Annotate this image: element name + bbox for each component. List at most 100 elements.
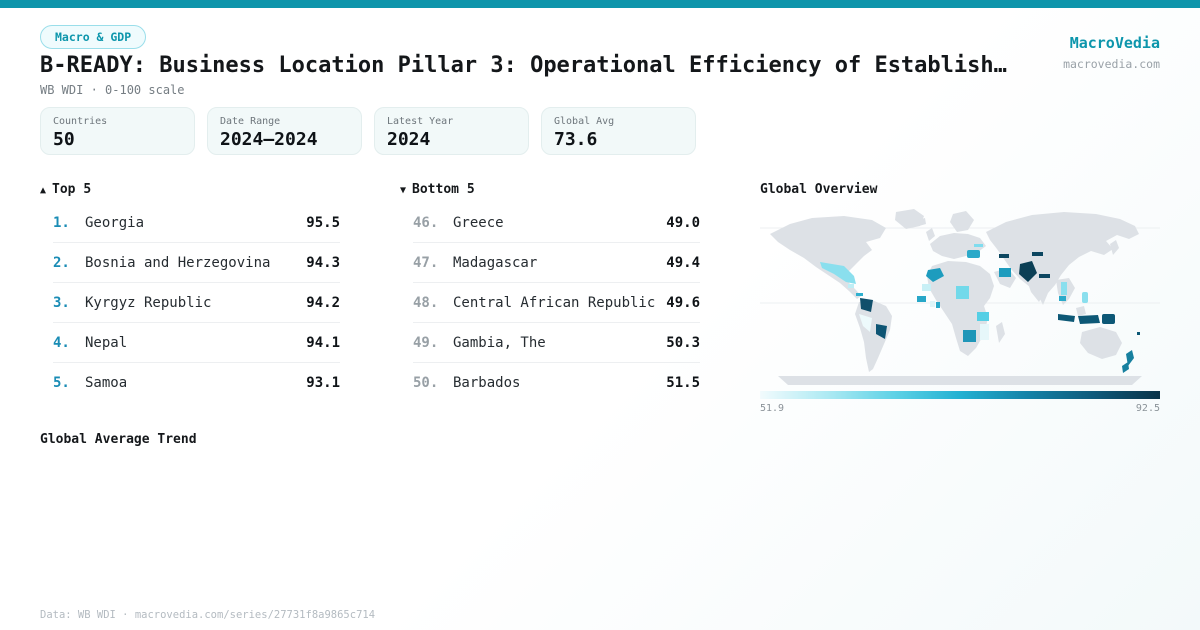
map-scale-bar <box>760 391 1160 399</box>
page-title: B-READY: Business Location Pillar 3: Ope… <box>40 53 1007 78</box>
triangle-down-icon: ▼ <box>400 185 407 196</box>
stat-label: Global Avg <box>554 116 615 127</box>
country-value: 93.1 <box>306 375 340 391</box>
bottom5-rows: 46. Greece 49.0 47. Madagascar 49.4 48. … <box>400 203 700 403</box>
highlight-colombia <box>860 298 873 312</box>
greenland <box>895 209 924 229</box>
rank: 48. <box>413 294 439 311</box>
highlight-guatemala <box>848 284 854 288</box>
country-value: 95.5 <box>306 214 340 231</box>
rank: 5. <box>53 375 70 391</box>
global-overview-section: Global Overview <box>760 182 1160 414</box>
country-name: Barbados <box>453 375 521 391</box>
stats-row: Countries 50 Date Range 2024—2024 Latest… <box>40 107 696 155</box>
borneo <box>1076 306 1086 316</box>
map-title: Global Overview <box>760 182 878 197</box>
highlight-cambodia <box>1059 296 1066 301</box>
top5-heading-label: Top 5 <box>52 182 92 197</box>
list-item: 1. Georgia 95.5 <box>53 203 340 243</box>
japan <box>1110 240 1119 255</box>
stat-label: Latest Year <box>387 116 454 127</box>
triangle-up-icon: ▲ <box>40 185 47 196</box>
highlight-iraq <box>999 268 1011 277</box>
highlight-chad <box>956 286 969 299</box>
country-value: 49.6 <box>666 294 700 311</box>
stat-label: Date Range <box>220 116 281 127</box>
country-name: Nepal <box>85 334 128 351</box>
top5-heading: ▲ Top 5 <box>40 182 340 197</box>
page-subtitle: WB WDI · 0-100 scale <box>40 83 185 97</box>
list-item: 3. Kyrgyz Republic 94.2 <box>53 283 340 323</box>
country-name: Bosnia and Herzegovina <box>85 254 271 271</box>
highlight-bolivia <box>876 324 887 339</box>
scale-max-label: 92.5 <box>1135 403 1160 414</box>
highlight-nepal <box>1039 274 1050 278</box>
list-item: 5. Samoa 93.1 <box>53 363 340 403</box>
highlight-png <box>1102 314 1115 324</box>
country-name: Kyrgyz Republic <box>85 294 212 311</box>
bottom5-list: ▼ Bottom 5 46. Greece 49.0 47. Madagascar… <box>400 182 700 403</box>
rank: 50. <box>413 375 439 391</box>
scandinavia <box>950 211 974 232</box>
highlight-georgia <box>999 254 1009 258</box>
category-badge: Macro & GDP <box>40 25 147 49</box>
highlight-se-africa <box>980 324 989 340</box>
stat-value: 50 <box>53 129 75 150</box>
scale-min-label: 51.9 <box>760 403 785 414</box>
stat-card-countries: Countries 50 <box>40 107 195 155</box>
antarctica <box>778 376 1142 385</box>
stat-label: Countries <box>53 116 108 127</box>
highlight-vietnam <box>1061 282 1067 295</box>
country-name: Georgia <box>85 214 145 231</box>
country-value: 94.2 <box>306 294 340 311</box>
highlight-kyrgyz <box>1032 252 1043 256</box>
list-item: 50. Barbados 51.5 <box>413 363 700 403</box>
highlight-mexico <box>820 262 856 284</box>
highlight-botswana <box>963 330 976 342</box>
highlight-tanzania <box>977 312 989 321</box>
highlight-pakistan <box>1019 261 1037 282</box>
list-item: 47. Madagascar 49.4 <box>413 243 700 283</box>
trend-section-title: Global Average Trend <box>40 432 197 447</box>
stat-value: 2024—2024 <box>220 129 318 150</box>
stat-card-latest-year: Latest Year 2024 <box>374 107 529 155</box>
list-item: 4. Nepal 94.1 <box>53 323 340 363</box>
highlight-fiji <box>1137 332 1140 335</box>
india <box>1026 276 1047 302</box>
stat-value: 2024 <box>387 129 431 150</box>
highlight-panama <box>856 293 863 296</box>
bottom5-heading: ▼ Bottom 5 <box>400 182 700 197</box>
rank: 4. <box>53 334 70 351</box>
highlight-philippines <box>1082 292 1088 303</box>
highlight-romania <box>967 250 980 258</box>
highlight-ukraine <box>974 244 983 247</box>
country-name: Gambia, The <box>453 334 546 351</box>
united-kingdom <box>926 228 935 241</box>
highlight-mauritania <box>922 284 931 291</box>
australia <box>1080 327 1122 359</box>
country-name: Greece <box>453 214 504 231</box>
highlight-peru <box>859 314 872 332</box>
rank: 49. <box>413 334 439 351</box>
country-name: Central African Republic <box>453 294 656 311</box>
iceland <box>918 218 926 226</box>
rank: 1. <box>53 214 70 231</box>
stat-card-global-avg: Global Avg 73.6 <box>541 107 696 155</box>
rank: 3. <box>53 294 70 311</box>
world-map <box>760 209 1160 385</box>
highlight-indonesia <box>1058 314 1100 324</box>
stat-value: 73.6 <box>554 129 598 150</box>
highlight-cote-divoire <box>930 301 935 307</box>
top5-rows: 1. Georgia 95.5 2. Bosnia and Herzegovin… <box>40 203 340 403</box>
africa <box>927 261 994 356</box>
highlight-ghana <box>936 302 940 308</box>
country-value: 51.5 <box>666 375 700 391</box>
rank: 2. <box>53 254 70 271</box>
stat-card-date-range: Date Range 2024—2024 <box>207 107 362 155</box>
top5-list: ▲ Top 5 1. Georgia 95.5 2. Bosnia and Her… <box>40 182 340 403</box>
rank: 47. <box>413 254 439 271</box>
south-america <box>855 300 892 372</box>
country-value: 49.4 <box>666 254 700 271</box>
highlight-guinea <box>917 296 926 302</box>
continents <box>770 209 1142 385</box>
